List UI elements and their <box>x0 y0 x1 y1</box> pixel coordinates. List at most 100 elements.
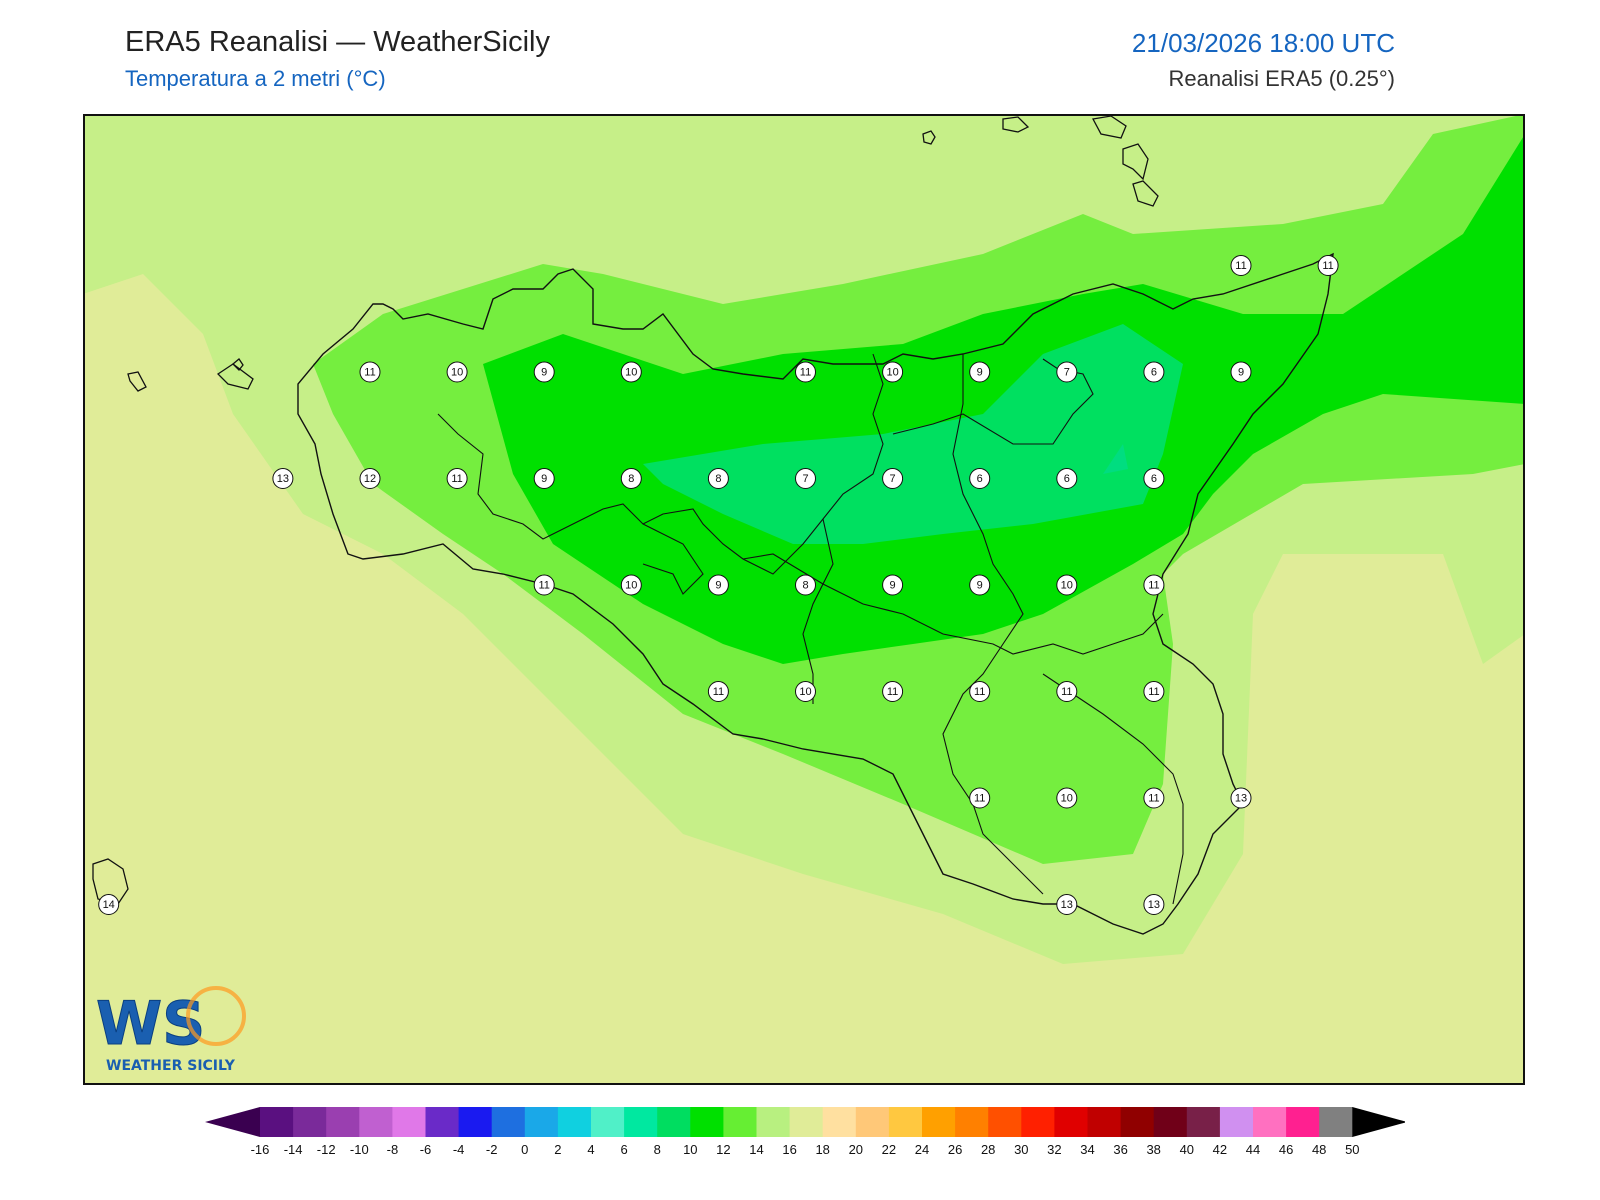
colorbar-swatch <box>855 1107 890 1137</box>
station-marker <box>1230 255 1252 276</box>
station-value: 11 <box>538 580 549 592</box>
station-marker <box>1230 361 1252 383</box>
station-marker <box>795 361 816 383</box>
station-values: 11 10 9 10 11 10 9 7 6 9 11 11 13 12 11 9 8 8 7 7 6 6 6 11 10 9 8 9… <box>98 255 1339 915</box>
station-11: 11 <box>1317 255 1339 276</box>
station-marker <box>446 468 468 489</box>
station-marker <box>1143 894 1165 915</box>
station-value: 6 <box>977 473 983 485</box>
station-value: 6 <box>1064 473 1070 485</box>
station-43: 14 <box>98 894 120 915</box>
station-12: 13 <box>272 468 294 489</box>
colorbar-tick-label: 36 <box>1113 1142 1127 1157</box>
map-title: ERA5 Reanalisi — WeatherSicily <box>125 26 550 58</box>
colorbar-tick-label: 34 <box>1080 1142 1094 1157</box>
station-17: 8 <box>707 468 729 489</box>
station-value: 11 <box>451 473 462 485</box>
station-value: 9 <box>1238 367 1244 379</box>
station-39: 11 <box>1143 787 1165 809</box>
station-18: 7 <box>795 468 816 489</box>
station-value: 11 <box>974 686 985 698</box>
colorbar-tick-label: -8 <box>387 1142 399 1157</box>
station-27: 9 <box>882 574 904 596</box>
station-25: 9 <box>707 574 729 596</box>
station-marker <box>969 468 991 489</box>
station-value: 6 <box>1151 473 1157 485</box>
station-marker <box>1143 361 1165 383</box>
station-0: 11 <box>359 361 381 383</box>
map-subtitle: Temperatura a 2 metri (°C) <box>125 66 386 91</box>
station-value: 14 <box>103 899 115 911</box>
colorbar-swatch <box>756 1107 791 1137</box>
station-13: 12 <box>359 468 381 489</box>
station-value: 8 <box>628 473 634 485</box>
station-value: 11 <box>1148 580 1159 592</box>
colorbar-tick-label: 16 <box>782 1142 796 1157</box>
colorbar-swatch <box>1153 1107 1188 1137</box>
colorbar-tick-label: 14 <box>749 1142 763 1157</box>
station-marker <box>359 361 381 383</box>
colorbar-tick-label: 50 <box>1345 1142 1359 1157</box>
station-value: 10 <box>886 367 898 379</box>
station-value: 11 <box>1322 260 1333 272</box>
station-value: 13 <box>1148 899 1160 911</box>
colorbar-swatch <box>789 1107 824 1137</box>
station-28: 9 <box>969 574 991 596</box>
station-marker <box>707 681 729 702</box>
colorbar-tick-label: 46 <box>1279 1142 1293 1157</box>
station-5: 10 <box>882 361 904 383</box>
station-19: 7 <box>882 468 904 489</box>
station-22: 6 <box>1143 468 1165 489</box>
station-41: 13 <box>1056 894 1078 915</box>
temperature-band-8 <box>643 324 1183 544</box>
station-marker <box>446 361 468 383</box>
station-marker <box>533 361 555 383</box>
station-value: 11 <box>887 686 898 698</box>
station-4: 11 <box>795 361 816 383</box>
station-26: 8 <box>795 574 816 596</box>
station-value: 9 <box>541 367 547 379</box>
station-29: 10 <box>1056 574 1078 596</box>
station-16: 8 <box>620 468 642 489</box>
station-value: 12 <box>364 473 376 485</box>
colorbar-tick-label: -16 <box>251 1142 270 1157</box>
colorbar-swatch <box>822 1107 857 1137</box>
station-value: 10 <box>451 367 463 379</box>
station-36: 11 <box>1143 681 1165 702</box>
station-38: 10 <box>1056 787 1078 809</box>
station-value: 11 <box>974 793 985 805</box>
station-21: 6 <box>1056 468 1078 489</box>
colorbar-tick-label: 18 <box>815 1142 829 1157</box>
colorbar-swatch <box>888 1107 923 1137</box>
station-value: 10 <box>1061 580 1073 592</box>
station-35: 11 <box>1056 681 1078 702</box>
station-marker <box>1056 681 1078 702</box>
station-1: 10 <box>446 361 468 383</box>
colorbar-swatch <box>491 1107 526 1137</box>
station-value: 13 <box>1235 793 1247 805</box>
colorbar-swatch <box>1087 1107 1122 1137</box>
station-marker <box>707 468 729 489</box>
station-14: 11 <box>446 468 468 489</box>
station-marker <box>1056 894 1078 915</box>
colorbar-swatch <box>657 1107 691 1137</box>
station-value: 11 <box>713 686 724 698</box>
station-marker <box>533 468 555 489</box>
colorbar-swatch <box>260 1107 294 1137</box>
colorbar-tick-label: 4 <box>587 1142 594 1157</box>
station-value: 7 <box>802 473 808 485</box>
temperature-band-6 <box>1103 444 1128 474</box>
station-marker <box>1056 361 1078 383</box>
colorbar-swatch <box>1286 1107 1320 1137</box>
station-6: 9 <box>969 361 991 383</box>
station-30: 11 <box>1143 574 1165 596</box>
map-frame <box>83 114 1525 1085</box>
province-borders <box>437 353 1184 905</box>
station-33: 11 <box>882 681 904 702</box>
station-value: 9 <box>977 580 983 592</box>
logo-text: WEATHER SICILY <box>106 1058 236 1074</box>
station-marker <box>969 681 991 702</box>
station-marker <box>882 468 904 489</box>
temperature-map[interactable]: 11 10 9 10 11 10 9 7 6 9 11 11 13 12 11 9 8 8 7 7 6 6 6 11 10 9 8 9… <box>83 114 1525 1085</box>
station-value: 7 <box>1064 367 1070 379</box>
